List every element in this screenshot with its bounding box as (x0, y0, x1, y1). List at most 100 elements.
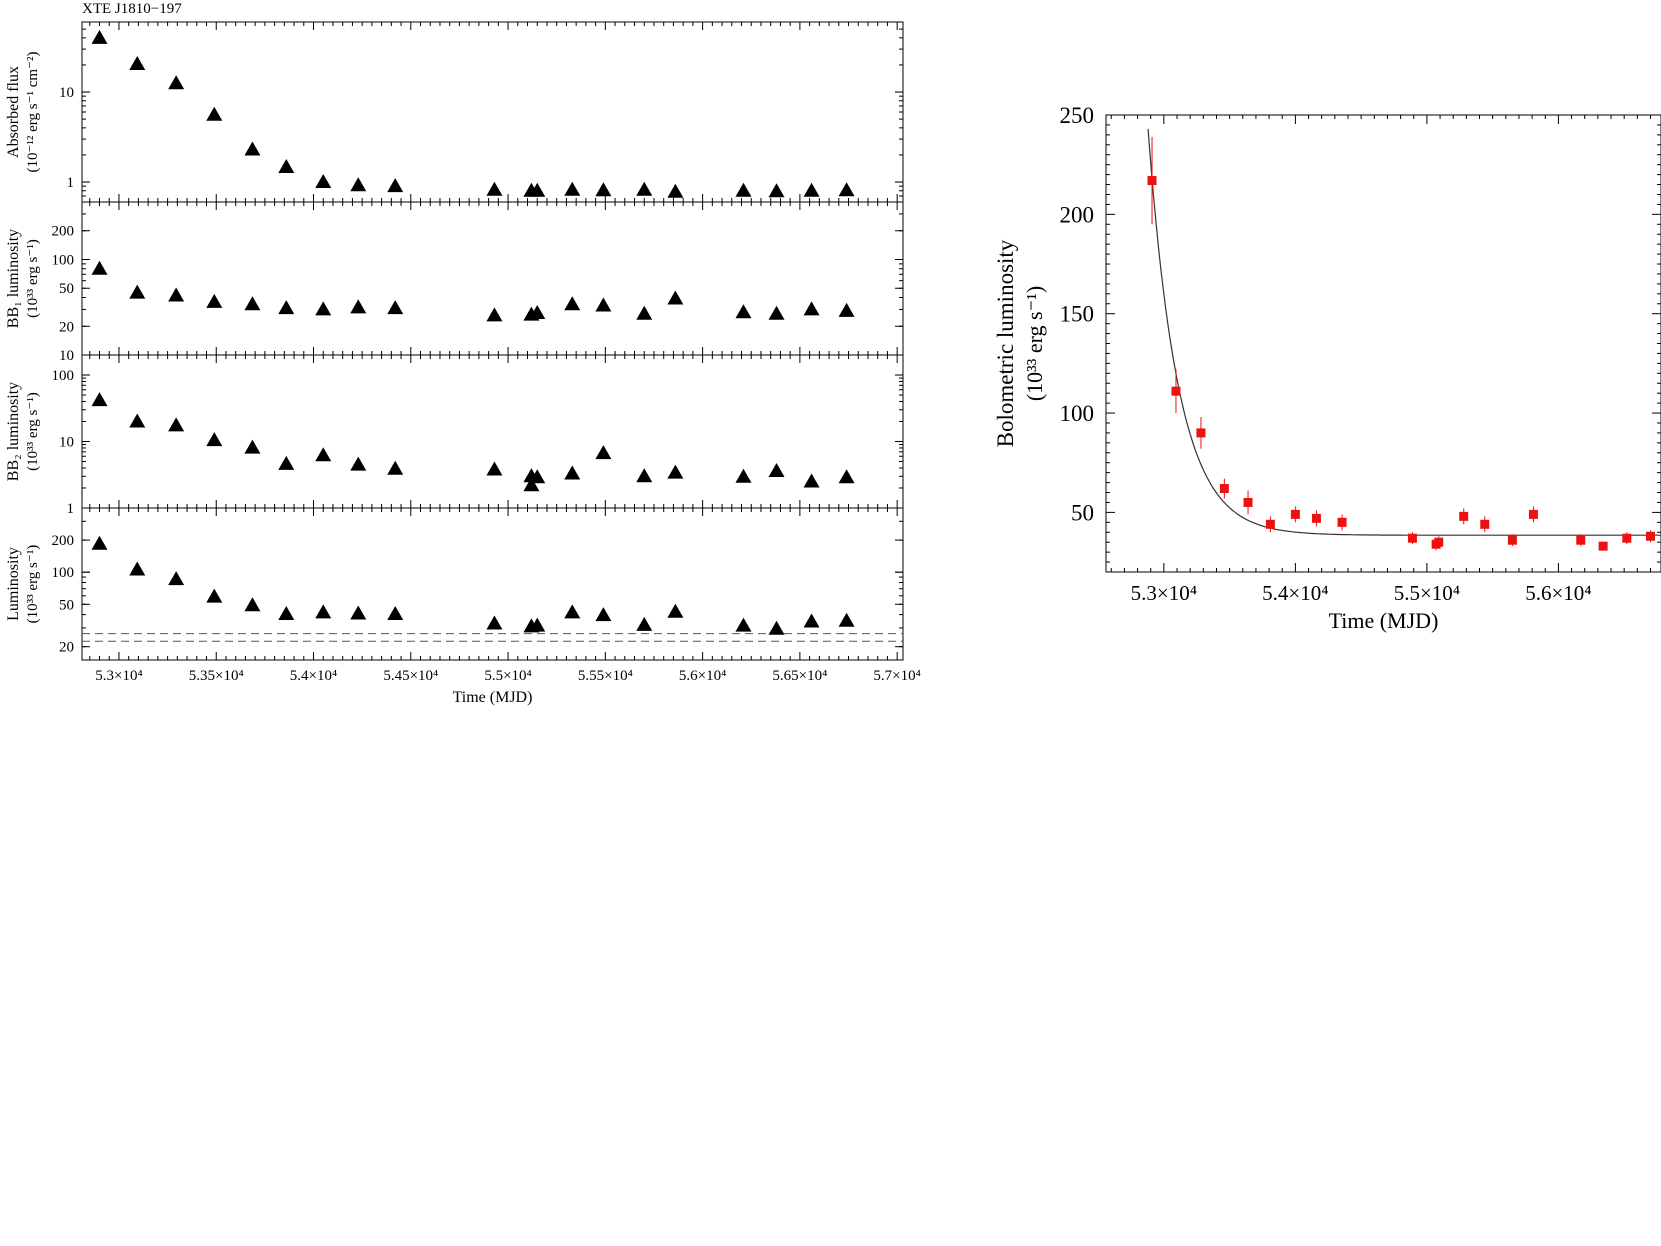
data-point-triangle (735, 304, 752, 319)
data-point-triangle (206, 106, 223, 121)
y-tick-label: 200 (1060, 202, 1095, 227)
data-point-triangle (168, 571, 185, 586)
data-point-triangle (168, 287, 185, 302)
y-axis-label: (10³³ erg s⁻¹) (25, 392, 41, 471)
data-point-square (1459, 511, 1469, 521)
data-point-triangle (803, 613, 820, 628)
data-point-square (1147, 176, 1157, 186)
data-point-square (1645, 531, 1655, 541)
data-point-triangle (838, 612, 855, 627)
y-tick-label: 250 (1060, 103, 1095, 128)
data-point-triangle (735, 468, 752, 483)
x-axis-label: Time (MJD) (453, 689, 533, 706)
x-axis-label: Time (MJD) (1329, 608, 1439, 633)
data-point-triangle (315, 447, 332, 462)
data-point-triangle (768, 183, 785, 198)
x-tick-label: 5.4×10⁴ (290, 668, 337, 684)
data-point-square (1434, 537, 1444, 547)
x-tick-label: 5.3×10⁴ (95, 668, 142, 684)
data-point-triangle (350, 456, 367, 471)
y-tick-label: 10 (59, 85, 74, 101)
data-point-triangle (529, 305, 546, 320)
data-point-triangle (768, 620, 785, 635)
data-point-triangle (168, 417, 185, 432)
x-tick-label: 5.55×10⁴ (578, 668, 633, 684)
data-point-triangle (206, 293, 223, 308)
y-axis-label: Bolometric luminosity (993, 239, 1018, 447)
y-tick-label: 100 (52, 565, 75, 581)
data-point-triangle (838, 302, 855, 317)
data-point-triangle (667, 290, 684, 305)
data-point-triangle (91, 535, 108, 550)
data-point-triangle (486, 615, 503, 630)
data-point-triangle (636, 181, 653, 196)
data-point-triangle (244, 439, 261, 454)
y-tick-label: 100 (1060, 401, 1095, 426)
data-point-triangle (803, 301, 820, 316)
data-point-triangle (486, 181, 503, 196)
left-chart-stacked-panels: 1 10 Absorbed flux (10⁻¹² erg s⁻¹ cm⁻²) 10 20… (5, 21, 921, 706)
y-tick-label: 50 (59, 597, 74, 613)
y-axis-label: Absorbed flux (5, 66, 22, 158)
data-point-square (1598, 541, 1608, 551)
right-chart-bolometric-luminosity: 50 100 150 200 250 5.3×10⁴ 5.4×10⁴ 5.5×10⁴ 5.6×1… (993, 103, 1661, 633)
y-tick-label: 1 (67, 501, 75, 517)
y-axis-label: (10³³ erg s⁻¹) (25, 545, 41, 624)
y-tick-label: 200 (52, 533, 75, 549)
data-point-triangle (523, 477, 540, 492)
data-point-square (1196, 428, 1206, 438)
data-point-triangle (636, 305, 653, 320)
data-point-triangle (803, 473, 820, 488)
data-point-triangle (206, 432, 223, 447)
data-point-triangle (91, 392, 108, 407)
data-point-triangle (838, 182, 855, 197)
data-point-triangle (168, 75, 185, 90)
data-point-square (1528, 509, 1538, 519)
data-point-triangle (564, 604, 581, 619)
data-point-triangle (278, 455, 295, 470)
data-point-triangle (91, 260, 108, 275)
x-tick-label: 5.3×10⁴ (1131, 581, 1197, 605)
data-point-triangle (595, 445, 612, 460)
data-point-triangle (278, 158, 295, 173)
data-point-triangle (486, 461, 503, 476)
x-tick-label: 5.35×10⁴ (189, 668, 244, 684)
data-point-square (1290, 509, 1300, 519)
data-point-triangle (350, 299, 367, 314)
y-axis-label: BB₂ luminosity (5, 382, 22, 481)
data-point-triangle (838, 469, 855, 484)
y-axis-label: BB₁ luminosity (5, 229, 22, 328)
data-point-triangle (387, 460, 404, 475)
data-point-square (1219, 484, 1229, 494)
data-point-triangle (803, 182, 820, 197)
panel-frame (81, 507, 904, 661)
data-point-triangle (636, 468, 653, 483)
data-point-triangle (129, 413, 146, 428)
y-tick-label: 100 (52, 368, 75, 384)
data-point-triangle (387, 300, 404, 315)
data-point-triangle (315, 174, 332, 189)
data-point-square (1576, 535, 1586, 545)
y-tick-label: 50 (1071, 500, 1094, 525)
data-point-triangle (91, 29, 108, 44)
data-point-triangle (735, 182, 752, 197)
data-point-triangle (636, 616, 653, 631)
data-point-triangle (206, 588, 223, 603)
data-point-triangle (564, 465, 581, 480)
x-tick-label: 5.4×10⁴ (1262, 581, 1328, 605)
data-point-triangle (129, 561, 146, 576)
data-point-triangle (244, 141, 261, 156)
data-point-triangle (595, 182, 612, 197)
x-tick-label: 5.5×10⁴ (1394, 581, 1460, 605)
data-point-triangle (387, 606, 404, 621)
x-tick-label: 5.6×10⁴ (1525, 581, 1591, 605)
data-point-square (1171, 386, 1181, 396)
x-tick-label: 5.7×10⁴ (873, 668, 920, 684)
x-tick-label: 5.5×10⁴ (484, 668, 531, 684)
data-point-triangle (244, 296, 261, 311)
y-tick-label: 10 (59, 435, 74, 451)
data-point-triangle (350, 605, 367, 620)
data-point-triangle (387, 178, 404, 193)
data-point-triangle (564, 296, 581, 311)
y-axis-label: (10³³ erg s⁻¹) (25, 239, 41, 318)
